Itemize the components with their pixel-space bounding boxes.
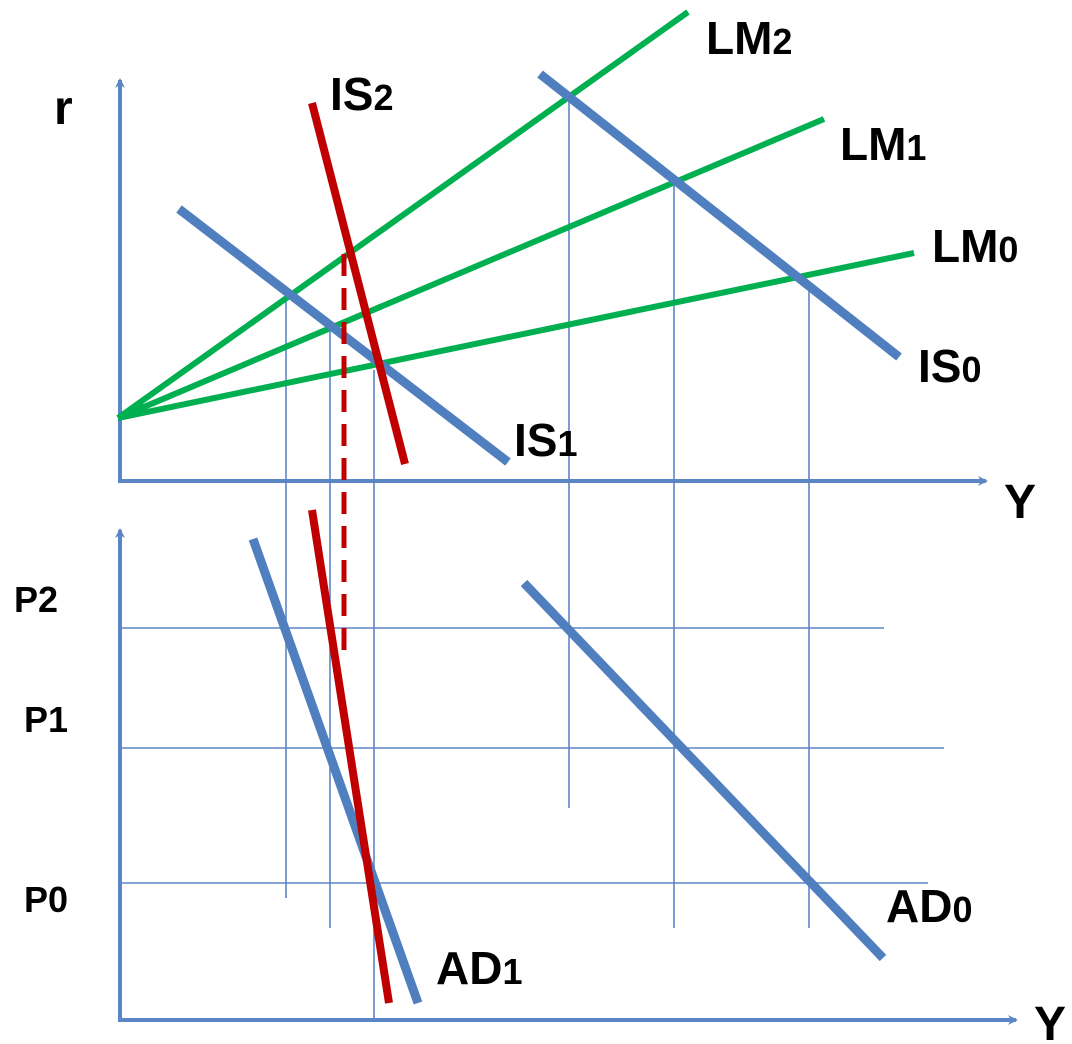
is0-curve xyxy=(537,70,902,361)
ad0-curve xyxy=(520,579,887,962)
lm2-label-sub: 2 xyxy=(772,21,792,62)
lm2-label: LM2 xyxy=(706,12,792,64)
ad0-label-base: AD xyxy=(886,880,952,932)
is-ad-curves xyxy=(176,70,902,1005)
ad1-curve xyxy=(248,537,423,1005)
top-y-label: Y xyxy=(1004,476,1036,529)
labels: r Y LM2 LM1 LM0 IS2 IS0 IS1 P2 P1 P0 AD0… xyxy=(14,12,1066,1044)
is2-label-base: IS xyxy=(330,68,373,120)
lm0-curve xyxy=(117,250,915,421)
is1-label: IS1 xyxy=(514,414,578,466)
lm1-label-sub: 1 xyxy=(906,127,926,168)
ad2-curve xyxy=(308,509,393,1004)
r-axis-label: r xyxy=(54,82,73,135)
is1-label-base: IS xyxy=(514,414,557,466)
is1-label-sub: 1 xyxy=(557,423,577,464)
is0-label-base: IS xyxy=(918,340,961,392)
lm2-curve xyxy=(116,9,690,421)
ad1-label-base: AD xyxy=(436,942,502,994)
lm1-label: LM1 xyxy=(840,118,926,170)
ad1-label-sub: 1 xyxy=(502,951,522,992)
p1-label: P1 xyxy=(24,699,68,740)
is0-label: IS0 xyxy=(918,340,982,392)
is2-label: IS2 xyxy=(330,68,394,120)
lm0-label-base: LM xyxy=(932,220,998,272)
is0-label-sub: 0 xyxy=(961,349,981,390)
ad0-label: AD0 xyxy=(886,880,972,932)
shift-curves xyxy=(308,102,409,1004)
guide-lines xyxy=(120,97,944,1018)
lm-curves xyxy=(116,9,915,421)
ad0-label-sub: 0 xyxy=(952,889,972,930)
lm0-label: LM0 xyxy=(932,220,1018,272)
lm0-label-sub: 0 xyxy=(998,229,1018,270)
lm2-label-base: LM xyxy=(706,12,772,64)
bottom-y-label: Y xyxy=(1034,998,1066,1044)
lm1-curve xyxy=(116,116,826,421)
lm1-label-base: LM xyxy=(840,118,906,170)
p2-label: P2 xyxy=(14,579,58,620)
ad1-label: AD1 xyxy=(436,942,522,994)
axes xyxy=(115,78,1018,1025)
is2-label-sub: 2 xyxy=(373,77,393,118)
is2-curve xyxy=(308,102,409,465)
p0-label: P0 xyxy=(24,879,68,920)
